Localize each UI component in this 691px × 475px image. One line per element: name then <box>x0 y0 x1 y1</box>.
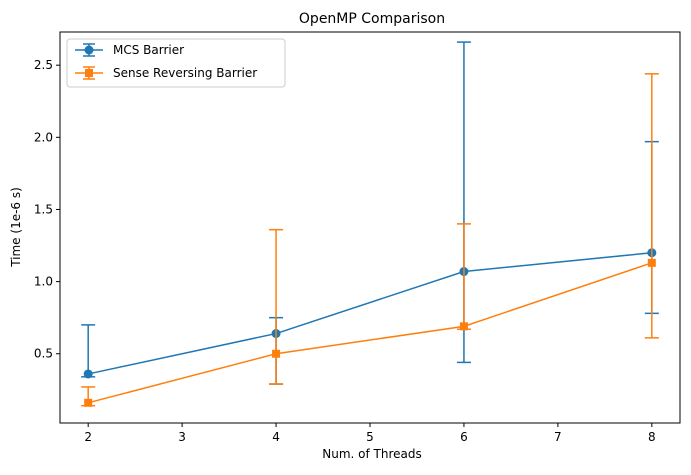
y-tick-label: 0.5 <box>34 347 53 361</box>
x-axis-label: Num. of Threads <box>322 447 422 461</box>
x-tick-label: 3 <box>178 430 186 444</box>
y-tick-label: 1.0 <box>34 275 53 289</box>
data-point-square <box>84 398 93 407</box>
y-tick-label: 1.5 <box>34 202 53 216</box>
legend-marker-circle <box>84 45 94 55</box>
y-axis: 0.5 1.0 1.5 2.0 2.5 <box>34 58 60 361</box>
chart-title: OpenMP Comparison <box>299 11 445 27</box>
x-axis: 2 3 4 5 6 7 8 <box>84 423 656 444</box>
data-point-square <box>272 349 281 358</box>
x-tick-label: 6 <box>460 430 468 444</box>
legend-label: MCS Barrier <box>113 43 184 57</box>
plot-frame <box>59 31 681 424</box>
y-tick-label: 2.0 <box>34 130 53 144</box>
series-line <box>87 262 653 404</box>
x-tick-label: 8 <box>648 430 656 444</box>
legend: MCS Barrier Sense Reversing Barrier <box>66 38 286 88</box>
x-tick-label: 7 <box>554 430 562 444</box>
legend-box <box>66 38 286 88</box>
y-axis-label: Time (1e-6 s) <box>9 187 23 268</box>
y-tick-label: 2.5 <box>34 58 53 72</box>
data-point-circle <box>83 369 93 379</box>
data-point-square <box>647 258 656 267</box>
series-layer <box>81 41 659 407</box>
x-tick-label: 2 <box>84 430 92 444</box>
data-point-square <box>459 322 468 331</box>
series-line <box>88 252 652 375</box>
x-tick-label: 4 <box>272 430 280 444</box>
series-mcs-barrier <box>81 41 659 385</box>
legend-marker-square <box>85 69 93 77</box>
series-sense-reversing-barrier <box>81 73 659 407</box>
x-tick-label: 5 <box>366 430 374 444</box>
legend-label: Sense Reversing Barrier <box>113 66 257 80</box>
